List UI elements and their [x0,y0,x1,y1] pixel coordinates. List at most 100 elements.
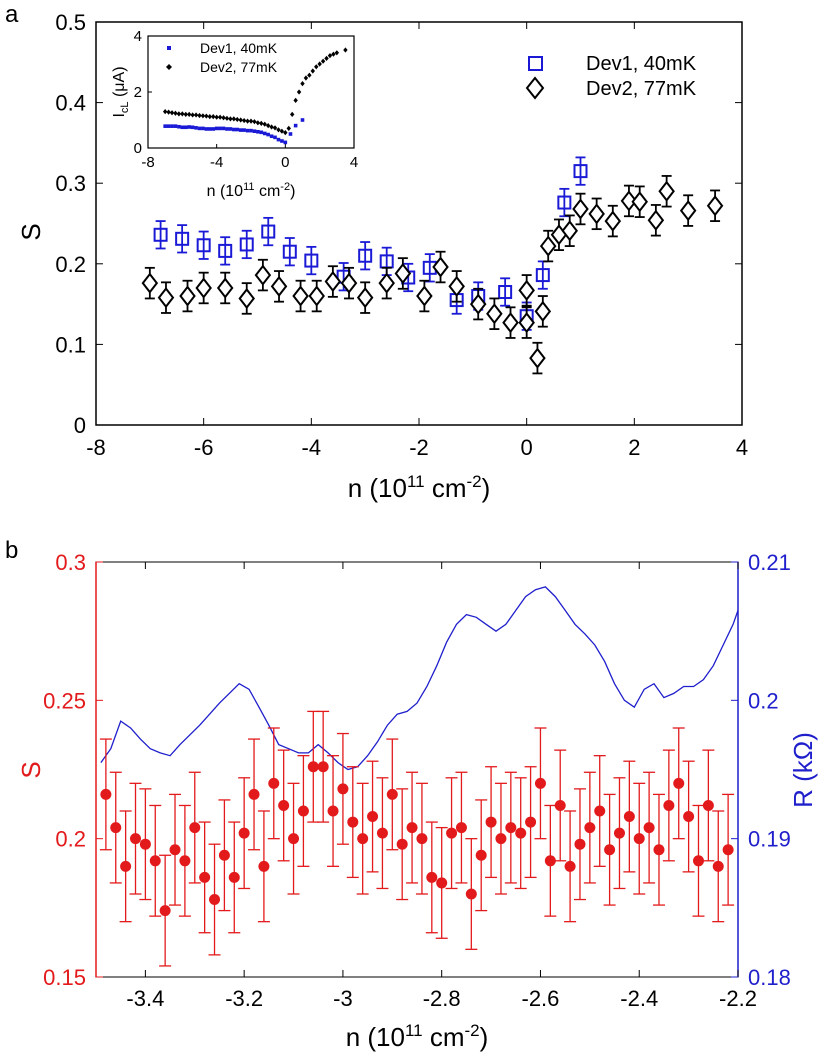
inset-dev2-point [193,112,199,118]
inset-xlabel: n (1011 cm-2) [207,181,296,200]
s-point [100,788,112,800]
dev2-point [502,312,519,334]
panel-a-xtick-label: -2 [409,435,429,460]
panel-b-ytick-right-label: 0.21 [748,550,791,575]
dev2-point [518,312,535,334]
s-point [327,805,339,817]
panel-a-plot: -8 -6 -4 -2 0 2 4 0 0.1 0.2 0.3 0.4 0.5 n (1011 cm-2… [16,10,748,503]
inset-dev1-point [266,132,270,137]
s-point [485,816,497,828]
s-point [465,888,477,900]
panel-a-ytick-label: 0.1 [55,332,86,357]
inset-dev2-point [265,123,271,129]
inset-dev2-point [286,125,291,131]
s-point [317,761,329,773]
panel-a-xtick-label: -6 [194,435,214,460]
inset-dev1-point [238,128,243,132]
inset-dev1-point [173,124,178,128]
s-point [544,855,556,867]
dev2-point [216,277,234,299]
dev1-point [239,237,254,252]
s-point [505,822,517,834]
dev2-point [340,272,358,294]
dev2-point [539,235,557,257]
inset-dev2-point [248,118,254,124]
s-point [258,860,270,872]
s-point [564,860,576,872]
s-point [436,877,448,889]
inset-dev2-point [200,113,206,119]
s-point [416,833,428,845]
inset-dev1-point [249,128,253,133]
s-point [179,855,191,867]
panel-a-legend: Dev1, 40mK Dev2, 77mK [525,53,697,100]
inset-xtick-label: 0 [281,154,289,171]
panel-a-label: a [5,1,19,28]
panel-b-xtick-label: -2.6 [522,986,560,1011]
inset-dev1-point [283,140,288,145]
inset-dev2-point [296,89,302,95]
inset-dev2-point [169,110,175,116]
inset-dev1-point [170,124,174,128]
s-point [149,855,161,867]
inset-dev1-point [180,125,185,130]
inset-dev2-point [272,125,278,131]
inset-dev2-point [231,116,237,122]
s-point [653,844,665,856]
s-point [120,860,132,872]
s-point [139,838,151,850]
inset-dev1-point [276,137,281,142]
s-point [228,871,240,883]
inset-dev1-point [280,139,284,143]
inset-dev2-point [245,118,250,124]
s-point [554,799,566,811]
s-point [604,844,616,856]
s-point [712,860,724,872]
inset-dev2-point [283,130,288,136]
panel-b-ytick-left-label: 0.2 [55,827,86,852]
inset-dev2-point [300,81,305,87]
s-point [209,894,221,906]
inset-dev2-point [290,111,295,117]
dev2-point [432,256,449,278]
s-point [189,822,201,834]
dev1-point [573,164,588,179]
inset-dev2-point [331,51,336,57]
dev2-point [486,303,503,325]
panel-b-xtick-label: -2.2 [719,986,757,1011]
s-point [663,799,675,811]
panel-b-ytick-left-label: 0.15 [43,965,86,990]
inset-dev2-point [207,114,212,120]
inset-dev2-point [252,119,257,125]
dev2-point [658,180,675,202]
dev2-point [534,300,552,322]
inset-dev2-point [224,115,230,121]
inset-dev1-point [194,126,198,130]
inset-xtick-label: -8 [141,154,154,171]
inset-dev2-point [173,110,178,116]
inset-dev2-point [276,127,281,133]
s-point [386,788,398,800]
s-point [574,838,586,850]
panel-b-ytick-right-label: 0.2 [748,688,779,713]
panel-a-ytick-label: 0.2 [55,252,86,277]
panel-b-xtick-label: -3.2 [225,986,263,1011]
dev2-point [647,209,665,231]
s-point [692,855,704,867]
inset-xtick-label: 4 [350,154,358,171]
inset-dev2-point [320,58,326,64]
dev2-point [416,285,433,307]
panel-b-label: b [5,537,18,564]
inset-dev1-point [190,125,195,130]
inset-dev1-point [187,125,191,129]
dev1-point [498,285,513,300]
dev2-point [620,190,638,212]
inset-dev2-point [214,114,219,120]
inset-dev2-point [176,111,182,117]
inset-dev2-point [238,117,243,123]
dev2-point [356,287,374,309]
panel-a-inset: -8 -4 0 4 0 2 4 n (1011 cm-2) IcL (μA) Dev1, 4… [111,28,358,200]
inset-dev2-point [204,113,209,119]
inset-dev1-point [214,126,219,131]
inset-dev2-point [307,72,312,78]
